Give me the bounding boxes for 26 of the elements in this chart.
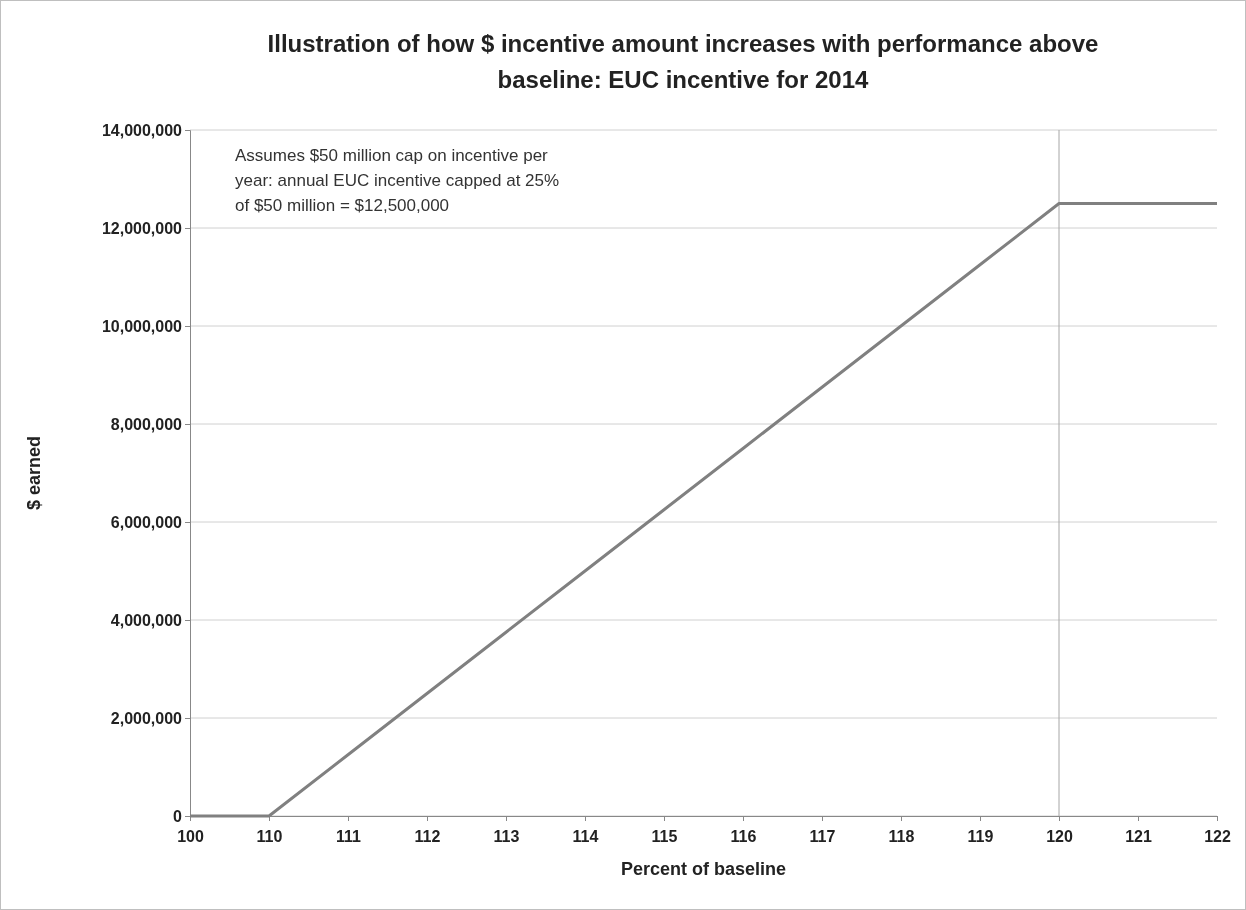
annotation: Assumes $50 million cap on incentive per year: annual EUC incentive capped at 25% of $50 million = $12,500,000: [235, 146, 560, 215]
y-tick-label: 4,000,000: [110, 611, 183, 629]
x-tick-label: 110: [256, 827, 283, 845]
y-tick-label: 12,000,000: [101, 219, 183, 237]
y-tick-label: 14,000,000: [101, 121, 183, 139]
x-tick-label: 121: [1125, 827, 1152, 845]
y-tick-label: 8,000,000: [110, 415, 183, 433]
x-tick-label: 111: [336, 827, 362, 845]
x-tick-label: 120: [1046, 827, 1073, 845]
x-tick-label: 112: [414, 827, 441, 845]
y-tick-label: 10,000,000: [101, 317, 183, 335]
x-tick-label: 100: [177, 827, 204, 845]
x-tick-label: 117: [809, 827, 836, 845]
x-axis-title: Percent of baseline: [620, 859, 787, 879]
chart-title: Illustration of how $ incentive amount increases with performance above baseline: EUC incentive for 2014: [267, 30, 1099, 93]
y-axis-title: $ earned: [24, 435, 44, 511]
x-tick-label: 115: [651, 827, 678, 845]
x-tick-label: 122: [1204, 827, 1231, 845]
x-tick-label: 114: [572, 827, 599, 845]
y-tick-label: 0: [173, 807, 183, 825]
x-tick-label: 113: [493, 827, 520, 845]
x-tick-label: 116: [730, 827, 757, 845]
y-tick-label: 6,000,000: [110, 513, 183, 531]
x-tick-label: 118: [888, 827, 915, 845]
y-tick-label: 2,000,000: [110, 709, 183, 727]
x-tick-label: 119: [967, 827, 994, 845]
